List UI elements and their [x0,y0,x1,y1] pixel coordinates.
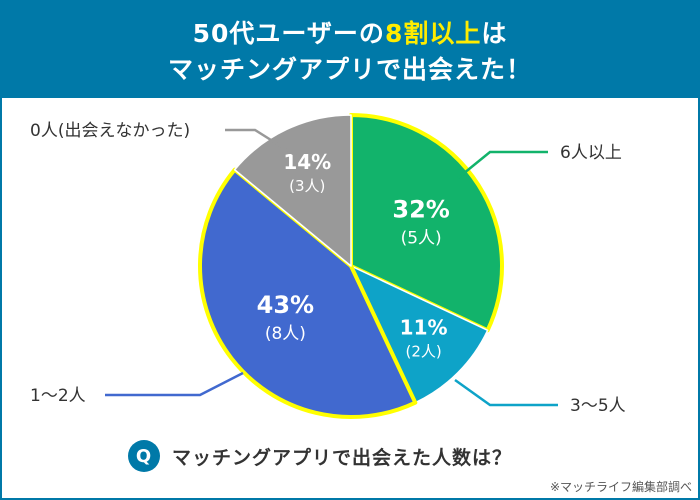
question-text: マッチングアプリで出会えた人数は？ [172,446,513,469]
source-note: ※マッチライフ編集部調べ [549,480,692,494]
leader-line [225,128,299,159]
q-icon: Q [128,440,160,472]
pie-slice [350,265,489,404]
question: Q マッチングアプリで出会えた人数は？ [128,440,512,472]
slice-category-label: 1〜2人 [30,386,86,406]
slice-category-label: 3〜5人 [570,396,626,416]
title-line-1: 50代ユーザーの8割以上は [0,14,700,50]
leader-line [457,150,548,179]
slice-percent-label: 32% [392,195,449,223]
slice-category-label: 0人(出会えなかった) [30,121,190,141]
leader-line [105,371,244,397]
pie-slice [198,167,418,419]
header: 50代ユーザーの8割以上は マッチングアプリで出会えた！ [0,0,700,98]
slice-category-label: 6人以上 [560,143,622,163]
title-line-2: マッチングアプリで出会えた！ [167,55,532,84]
title-highlight: 8割以上 [384,19,482,48]
pie-slice [233,114,352,267]
leader-line [454,378,558,407]
slice-count-label: (8人) [265,324,306,344]
slice-percent-label: 11% [400,316,448,340]
pie-slice [349,113,504,333]
slice-percent-label: 43% [257,291,314,319]
slice-count-label: (2人) [405,343,441,361]
slice-count-label: (3人) [289,177,325,195]
title-prefix: 50代ユーザーの [192,19,385,48]
title-suffix: は [481,19,508,48]
slice-count-label: (5人) [401,228,442,248]
